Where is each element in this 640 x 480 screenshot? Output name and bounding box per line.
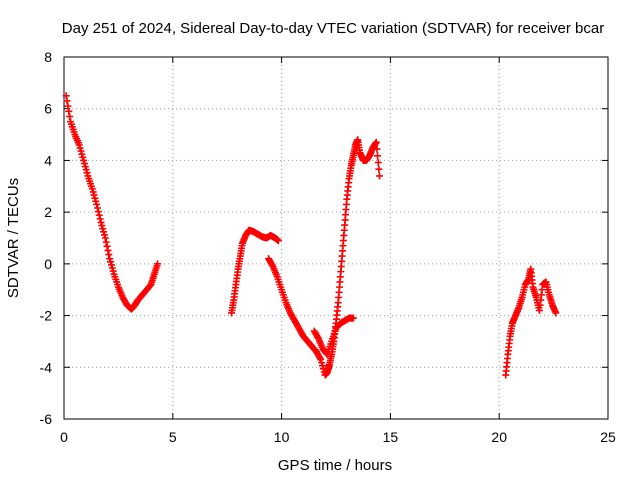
x-tick-label: 20 bbox=[491, 429, 507, 445]
x-tick-label: 15 bbox=[383, 429, 399, 445]
series-segment-5 bbox=[502, 265, 560, 379]
data-point bbox=[102, 238, 110, 246]
data-point bbox=[349, 314, 357, 322]
data-point bbox=[65, 107, 73, 115]
data-point bbox=[372, 138, 380, 146]
data-point bbox=[95, 211, 103, 219]
data-point bbox=[374, 152, 382, 160]
data-point bbox=[104, 246, 112, 254]
y-tick-label: -4 bbox=[40, 359, 53, 375]
y-tick-label: -6 bbox=[40, 411, 53, 427]
series-segment-3 bbox=[265, 136, 384, 379]
data-point bbox=[101, 234, 109, 242]
x-axis-label: GPS time / hours bbox=[278, 457, 392, 474]
plot-frame bbox=[63, 56, 609, 420]
series-segment-1 bbox=[62, 92, 162, 313]
data-point bbox=[94, 208, 102, 216]
chart-title: Day 251 of 2024, Sidereal Day-to-day VTE… bbox=[62, 20, 604, 37]
data-point bbox=[105, 251, 113, 259]
data-point bbox=[373, 145, 381, 153]
data-point bbox=[93, 200, 101, 208]
series-segment-4 bbox=[310, 314, 357, 358]
data-point bbox=[94, 204, 102, 212]
data-point bbox=[64, 102, 72, 110]
x-tick-label: 0 bbox=[60, 429, 68, 445]
data-point bbox=[63, 97, 71, 105]
x-tick-label: 25 bbox=[600, 429, 616, 445]
y-tick-label: 8 bbox=[44, 49, 52, 65]
data-point bbox=[552, 309, 560, 317]
axis-ticks bbox=[63, 56, 609, 420]
data-point bbox=[96, 215, 104, 223]
x-tick-label: 10 bbox=[274, 429, 290, 445]
y-tick-label: 6 bbox=[44, 101, 52, 117]
x-tick-label: 5 bbox=[169, 429, 177, 445]
data-point bbox=[66, 112, 74, 120]
y-axis-label: SDTVAR / TECUs bbox=[5, 178, 22, 298]
data-points bbox=[62, 92, 560, 379]
data-point bbox=[374, 158, 382, 166]
data-point bbox=[103, 242, 111, 250]
y-tick-label: 2 bbox=[44, 204, 52, 220]
y-tick-label: -2 bbox=[40, 308, 53, 324]
y-tick-label: 4 bbox=[44, 152, 52, 168]
data-point bbox=[154, 260, 162, 268]
data-point bbox=[376, 172, 384, 180]
y-tick-label: 0 bbox=[44, 256, 52, 272]
data-point bbox=[375, 165, 383, 173]
grid-lines bbox=[64, 57, 608, 419]
data-point bbox=[274, 237, 282, 245]
data-point bbox=[62, 92, 70, 100]
series-segment-2 bbox=[228, 226, 282, 317]
